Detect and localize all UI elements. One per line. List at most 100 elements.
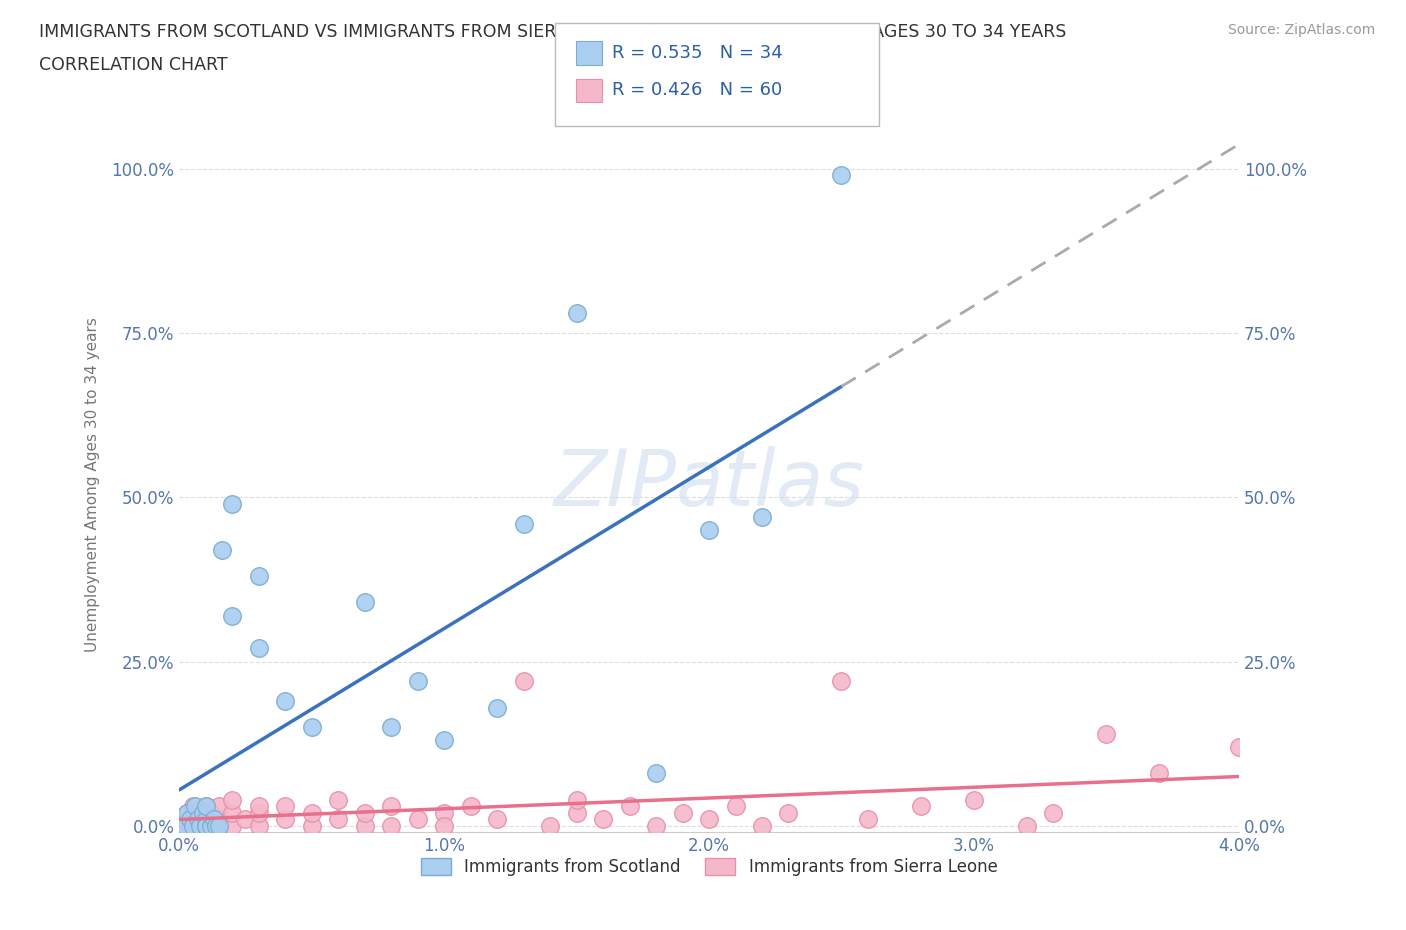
Point <box>221 818 243 833</box>
Point <box>176 805 198 820</box>
Point <box>170 818 193 833</box>
Point <box>645 765 668 780</box>
Point <box>751 510 773 525</box>
Point <box>274 812 297 827</box>
Point <box>194 812 217 827</box>
Point <box>274 799 297 814</box>
Point <box>328 792 350 807</box>
Point <box>187 812 209 827</box>
Point <box>353 595 375 610</box>
Point <box>724 799 747 814</box>
Point <box>190 818 212 833</box>
Point <box>565 792 588 807</box>
Point <box>200 818 222 833</box>
Point <box>202 812 225 827</box>
Point <box>328 812 350 827</box>
Point <box>406 812 429 827</box>
Point <box>181 818 204 833</box>
Point <box>301 720 323 735</box>
Point <box>208 799 231 814</box>
Point <box>247 799 270 814</box>
Text: CORRELATION CHART: CORRELATION CHART <box>39 56 228 73</box>
Point <box>191 805 214 820</box>
Point <box>211 542 233 557</box>
Point <box>194 812 217 827</box>
Point <box>433 818 456 833</box>
Text: R = 0.426   N = 60: R = 0.426 N = 60 <box>612 81 782 100</box>
Point <box>592 812 614 827</box>
Point <box>460 799 482 814</box>
Point <box>751 818 773 833</box>
Point <box>179 818 201 833</box>
Text: R = 0.535   N = 34: R = 0.535 N = 34 <box>612 44 782 62</box>
Point <box>406 674 429 689</box>
Point <box>830 168 852 183</box>
Point <box>910 799 932 814</box>
Point <box>247 569 270 584</box>
Point <box>173 818 195 833</box>
Point <box>194 818 217 833</box>
Point <box>221 608 243 623</box>
Point <box>301 818 323 833</box>
Point <box>1015 818 1038 833</box>
Point <box>512 674 534 689</box>
Point <box>187 805 209 820</box>
Point <box>697 812 720 827</box>
Point <box>194 812 217 827</box>
Point <box>221 792 243 807</box>
Point <box>619 799 641 814</box>
Point <box>486 812 509 827</box>
Point <box>830 674 852 689</box>
Point <box>671 805 693 820</box>
Point <box>301 805 323 820</box>
Point <box>181 799 204 814</box>
Point <box>1042 805 1064 820</box>
Point <box>380 799 402 814</box>
Point <box>208 818 231 833</box>
Point <box>194 799 217 814</box>
Point <box>221 497 243 512</box>
Point <box>247 818 270 833</box>
Point <box>247 805 270 820</box>
Point <box>194 805 217 820</box>
Point <box>512 516 534 531</box>
Point <box>1149 765 1171 780</box>
Point <box>353 805 375 820</box>
Legend: Immigrants from Scotland, Immigrants from Sierra Leone: Immigrants from Scotland, Immigrants fro… <box>420 858 997 876</box>
Point <box>778 805 800 820</box>
Point <box>274 694 297 709</box>
Point <box>380 720 402 735</box>
Point <box>565 306 588 321</box>
Point <box>221 805 243 820</box>
Point <box>645 818 668 833</box>
Point <box>538 818 561 833</box>
Text: ZIPatlas: ZIPatlas <box>554 446 865 522</box>
Point <box>380 818 402 833</box>
Point <box>565 805 588 820</box>
Point <box>856 812 879 827</box>
Point <box>963 792 986 807</box>
Point <box>235 812 257 827</box>
Point <box>208 812 231 827</box>
Point <box>1227 739 1250 754</box>
Y-axis label: Unemployment Among Ages 30 to 34 years: Unemployment Among Ages 30 to 34 years <box>86 317 100 652</box>
Point <box>247 641 270 656</box>
Point <box>184 812 207 827</box>
Point <box>200 805 222 820</box>
Text: Source: ZipAtlas.com: Source: ZipAtlas.com <box>1227 23 1375 37</box>
Point <box>190 818 212 833</box>
Point <box>179 812 201 827</box>
Point <box>202 818 225 833</box>
Point <box>184 799 207 814</box>
Point <box>433 805 456 820</box>
Point <box>486 700 509 715</box>
Point <box>697 523 720 538</box>
Text: IMMIGRANTS FROM SCOTLAND VS IMMIGRANTS FROM SIERRA LEONE UNEMPLOYMENT AMONG AGES: IMMIGRANTS FROM SCOTLAND VS IMMIGRANTS F… <box>39 23 1067 41</box>
Point <box>433 733 456 748</box>
Point <box>194 818 217 833</box>
Point <box>205 818 228 833</box>
Point <box>176 805 198 820</box>
Point <box>194 818 217 833</box>
Point <box>194 799 217 814</box>
Point <box>353 818 375 833</box>
